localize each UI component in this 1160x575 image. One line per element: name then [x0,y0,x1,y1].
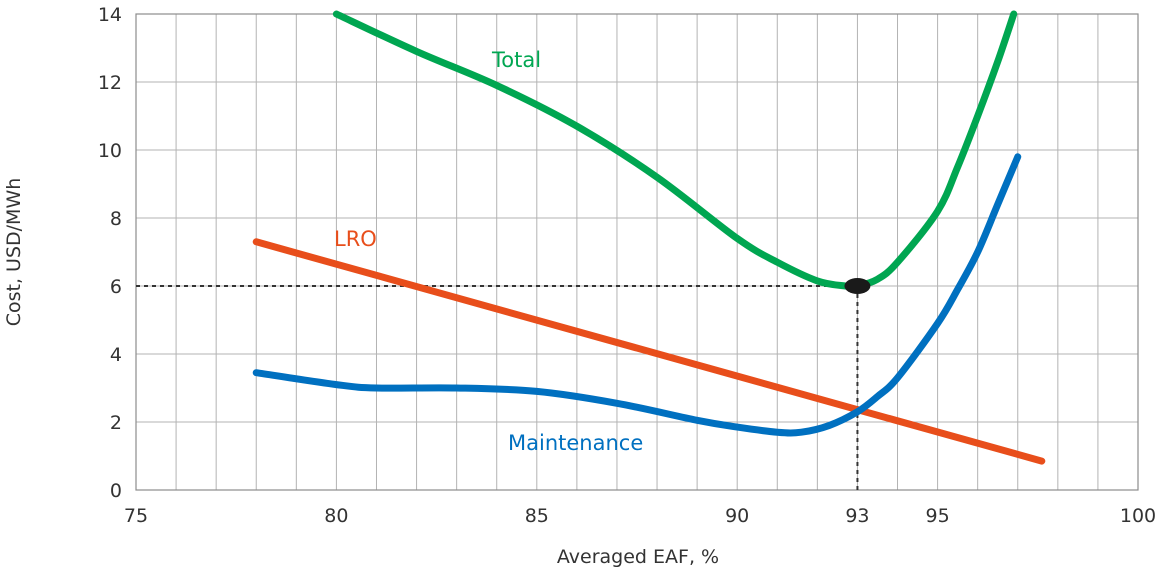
series-line-maintenance [252,153,1022,437]
x-tick-label: 90 [725,505,749,527]
x-tick-label: 85 [525,505,549,527]
y-tick-label: 10 [98,140,122,162]
series-label-total: Total [491,48,541,72]
optimum-point-marker [844,278,871,294]
x-axis-title: Averaged EAF, % [557,546,719,568]
optimum-guides [136,285,859,490]
series-lines [252,10,1046,465]
y-axis-title: Cost, USD/MWh [3,178,25,327]
y-tick-label: 6 [110,276,122,298]
y-tick-label: 12 [98,72,122,94]
y-tick-label: 4 [110,344,122,366]
plot-border [135,13,1139,491]
series-label-lro: LRO [334,227,377,251]
optimum-marker-group [844,278,871,294]
y-tick-label: 0 [110,480,122,502]
series-line-lro [252,238,1046,465]
y-tick-label: 2 [110,412,122,434]
x-tick-label: 93 [845,505,869,527]
y-tick-label: 14 [98,4,122,26]
series-label-maintenance: Maintenance [508,431,643,455]
x-tick-label: 80 [324,505,348,527]
y-tick-label: 8 [110,208,122,230]
x-tick-label: 95 [926,505,950,527]
series-line-total [332,10,1018,291]
x-tick-label: 75 [124,505,148,527]
plot-frame [135,13,1139,491]
x-tick-labels: 75 80 85 90 93 95 100 [124,505,1156,527]
y-tick-labels: 0 2 4 6 8 10 12 14 [98,4,122,502]
x-tick-label: 100 [1120,505,1156,527]
